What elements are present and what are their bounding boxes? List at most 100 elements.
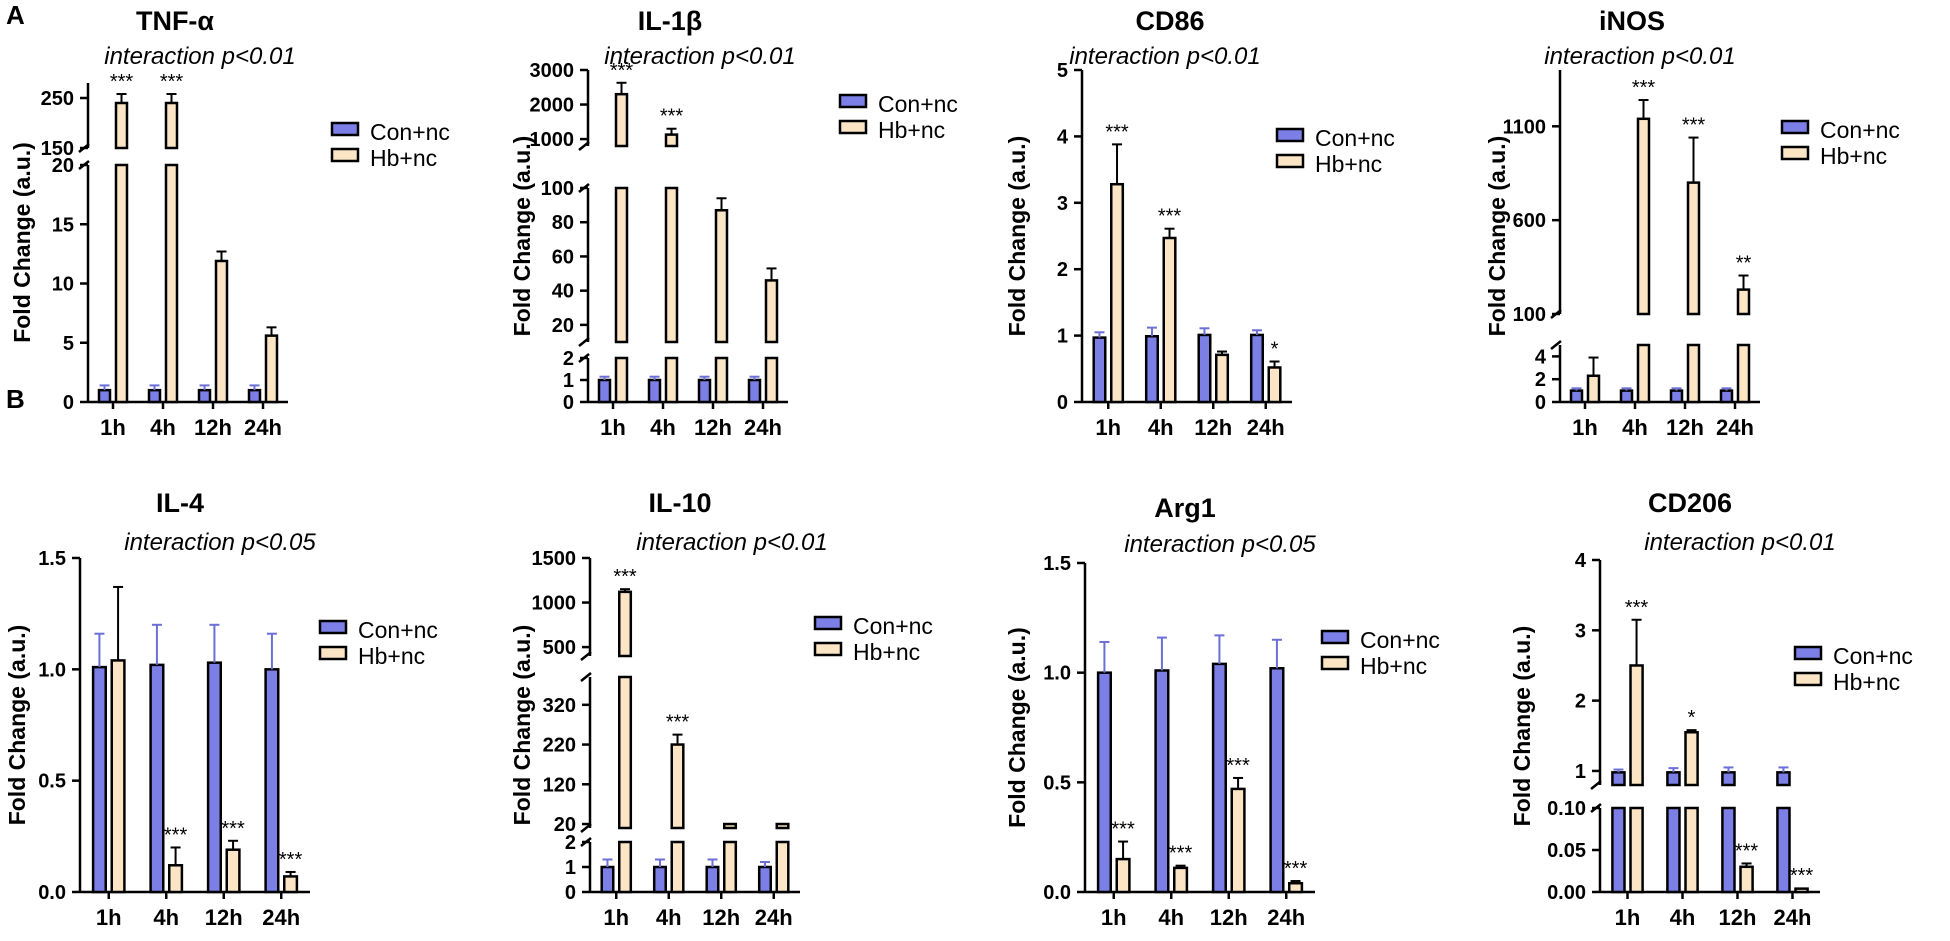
significance-marker: *** [1105,121,1129,143]
y-tick-label: 20 [554,814,576,836]
bar-hb-nc [764,279,779,344]
y-tick-label: 3000 [530,60,575,82]
y-tick-label: 3 [1057,193,1068,215]
y-tick-label: 5 [63,333,74,355]
chart-title: iNOS [1599,6,1665,36]
significance-marker: ** [1736,253,1752,275]
significance-marker: * [1271,338,1279,360]
bar-con-nc [697,378,712,404]
x-tick-label: 4h [150,415,176,440]
bar-con-nc [1211,662,1227,894]
bar-hb-nc [618,840,633,894]
x-tick-label: 4h [656,905,682,930]
y-tick-label: 5 [1057,60,1068,82]
y-tick-label: 0.0 [38,882,66,904]
x-tick-label: 4h [1622,415,1648,440]
y-tick-label: 1500 [532,548,577,570]
bar-hb-nc [714,208,729,344]
bar-hb-nc [670,743,685,830]
chart-subtitle: interaction p<0.01 [1644,529,1835,556]
chart-il-4: IL-4 interaction p<0.05 Fold Change (a.u.)… [4,488,438,930]
legend-label: Con+nc [853,613,933,639]
legend-label: Con+nc [1360,627,1440,653]
chart-il-10: IL-10 interaction p<0.01 Fold Change (a.u.… [509,488,933,930]
x-tick-label: 1h [603,905,629,930]
x-tick-label: 1h [1572,415,1598,440]
bar-con-nc [1721,806,1736,894]
y-tick-label: 2 [563,348,574,370]
bar-hb-nc [283,875,299,894]
chart-subtitle: interaction p<0.01 [104,43,295,70]
legend-swatch [1780,119,1810,135]
x-tick-label: 24h [744,415,782,440]
bar-hb-nc [1686,181,1701,316]
bar-hb-nc [764,356,779,404]
x-tick-label: 4h [650,415,676,440]
x-tick-label: 1h [1095,415,1121,440]
significance-marker: *** [1682,115,1706,137]
bar-hb-nc [618,590,633,658]
legend-swatch [330,147,360,163]
y-tick-label: 80 [552,212,574,234]
legend-swatch [1780,145,1810,161]
y-tick-label: 1.0 [38,659,66,681]
bar-con-nc [1666,806,1681,894]
x-tick-label: 12h [194,415,232,440]
bar-con-nc [1197,333,1212,404]
bar-hb-nc [1686,343,1701,404]
y-axis-label: Fold Change (a.u.) [509,625,535,826]
x-tick-label: 1h [96,905,122,930]
x-tick-label: 4h [153,905,179,930]
y-tick-label: 0.5 [1043,772,1071,794]
x-tick-label: 24h [1774,905,1812,930]
chart-title: IL-1β [638,6,702,36]
y-tick-label: 1 [1575,761,1586,783]
bar-hb-nc [1629,664,1644,787]
y-tick-label: 0 [565,882,576,904]
significance-marker: *** [110,71,134,93]
bar-hb-nc [1684,731,1699,787]
bar-con-nc [91,665,107,894]
bar-hb-nc [614,92,629,148]
x-tick-label: 24h [755,905,793,930]
significance-marker: *** [1625,597,1649,619]
x-tick-label: 24h [1716,415,1754,440]
y-tick-label: 0.05 [1547,840,1586,862]
x-tick-label: 4h [1148,415,1174,440]
y-tick-label: 2 [1057,259,1068,281]
bar-hb-nc [264,334,279,404]
y-axis-label: Fold Change (a.u.) [1509,626,1535,827]
bar-con-nc [147,388,162,404]
y-tick-label: 4 [1575,550,1587,572]
y-axis-label: Fold Change (a.u.) [509,136,535,337]
legend-swatch [330,121,360,137]
legend-swatch [813,615,843,631]
x-tick-label: 1h [600,415,626,440]
legend-swatch [1275,153,1305,169]
bar-con-nc [652,865,668,894]
y-tick-label: 0.5 [38,771,66,793]
x-tick-label: 12h [205,905,243,930]
legend-label: Con+nc [370,119,450,145]
bar-hb-nc [1794,887,1809,894]
x-tick-label: 24h [244,415,282,440]
bar-hb-nc [775,822,790,830]
significance-marker: *** [279,849,303,871]
x-tick-label: 12h [1719,905,1757,930]
bar-con-nc [600,865,615,894]
y-axis-label: Fold Change (a.u.) [4,625,30,826]
significance-marker: *** [160,71,184,93]
y-tick-label: 40 [552,281,574,303]
bar-hb-nc [714,356,729,404]
y-tick-label: 10 [52,274,74,296]
bar-hb-nc [670,840,685,894]
bar-hb-nc [1736,343,1751,404]
y-tick-label: 1.5 [1043,553,1071,575]
bar-con-nc [1144,335,1159,404]
bar-hb-nc [110,659,126,894]
y-tick-label: 100 [1513,304,1546,326]
bar-hb-nc [775,840,790,894]
legend-swatch [1320,655,1350,671]
y-tick-label: 20 [52,155,74,177]
y-tick-label: 2 [1535,369,1546,391]
